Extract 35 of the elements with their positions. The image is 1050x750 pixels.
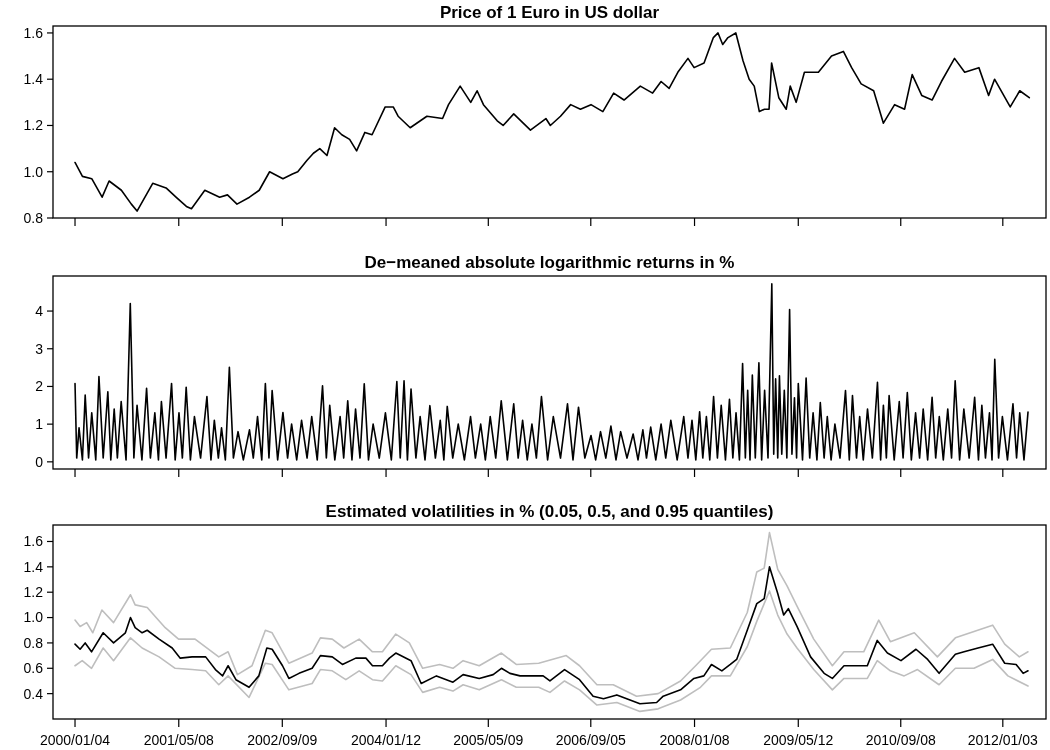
line-series: [74, 531, 1029, 697]
line-series: [74, 566, 1029, 705]
chart-title: Price of 1 Euro in US dollar: [439, 3, 660, 22]
x-tick-label: 2010/09/08: [865, 732, 936, 748]
y-tick-label: 1.4: [23, 71, 44, 88]
y-tick-label: 1: [35, 416, 44, 433]
x-tick-label: 2012/01/03: [967, 732, 1039, 748]
y-tick-label: 2: [35, 378, 44, 395]
y-tick-label: 1.0: [23, 163, 44, 180]
y-tick-label: 0.8: [23, 634, 44, 651]
line-series: [74, 32, 1031, 212]
y-tick-label: 0: [35, 453, 44, 470]
y-tick-label: 1.6: [23, 24, 44, 41]
y-tick-label: 0.6: [23, 660, 44, 677]
y-tick-label: 1.4: [23, 558, 44, 575]
x-tick-label: 2006/09/05: [555, 732, 627, 748]
y-tick-label: 1.0: [23, 609, 44, 626]
chart-title: Estimated volatilities in % (0.05, 0.5, and 0.95 quantiles): [325, 502, 774, 521]
y-tick-label: 0.8: [23, 209, 44, 226]
line-series: [74, 283, 1029, 461]
x-tick-label: 2001/05/08: [143, 732, 215, 748]
x-tick-label: 2000/01/04: [39, 732, 111, 748]
y-tick-label: 3: [35, 340, 44, 357]
y-tick-label: 1.2: [23, 584, 44, 601]
chart-title: De−meaned absolute logarithmic returns in %: [364, 253, 735, 272]
x-tick-label: 2005/05/09: [453, 732, 524, 748]
y-tick-label: 1.6: [23, 533, 44, 550]
y-tick-label: 1.2: [23, 117, 44, 134]
x-tick-label: 2002/09/09: [247, 732, 318, 748]
x-tick-label: 2008/01/08: [659, 732, 730, 748]
y-tick-label: 4: [35, 302, 44, 319]
line-series: [74, 590, 1029, 713]
x-tick-label: 2009/05/12: [763, 732, 834, 748]
x-tick-label: 2004/01/12: [351, 732, 422, 748]
y-tick-label: 0.4: [23, 685, 44, 702]
